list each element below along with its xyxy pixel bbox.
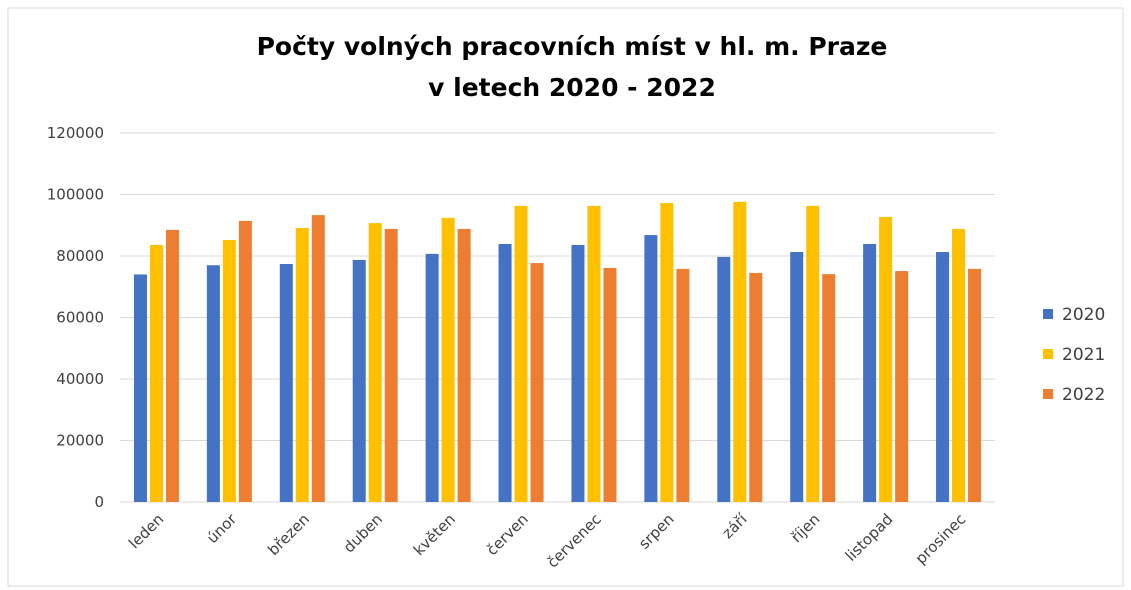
- bar: [749, 272, 763, 502]
- chart-title: v letech 2020 - 2022: [428, 73, 716, 102]
- bar: [238, 220, 252, 502]
- bar: [587, 205, 601, 502]
- bar: [936, 252, 950, 502]
- bar: [165, 229, 179, 503]
- bar: [133, 274, 147, 502]
- y-tick-label: 60000: [56, 309, 104, 327]
- bar: [644, 235, 658, 502]
- bar: [603, 267, 617, 502]
- bar: [790, 252, 804, 502]
- bar: [457, 228, 471, 502]
- bar: [571, 244, 585, 502]
- y-tick-label: 80000: [56, 247, 104, 265]
- bar: [822, 274, 836, 502]
- bar: [952, 228, 966, 502]
- legend-label: 2022: [1062, 385, 1105, 405]
- bar: [514, 205, 528, 502]
- bar: [968, 268, 982, 502]
- chart-title: Počty volných pracovních míst v hl. m. P…: [257, 32, 888, 61]
- bar: [660, 203, 674, 503]
- bar: [222, 240, 236, 502]
- y-tick-label: 120000: [47, 124, 104, 142]
- legend-label: 2021: [1062, 345, 1105, 365]
- y-tick-label: 0: [94, 493, 104, 511]
- bar: [863, 244, 877, 502]
- y-tick-label: 20000: [56, 432, 104, 450]
- legend-swatch: [1043, 389, 1053, 399]
- bar: [425, 253, 439, 502]
- bar: [279, 263, 293, 502]
- legend-swatch: [1043, 309, 1053, 319]
- bar: [733, 201, 747, 502]
- bar: [879, 216, 893, 502]
- y-tick-label: 40000: [56, 370, 104, 388]
- bar: [895, 271, 909, 502]
- bar: [352, 259, 366, 502]
- bar: [717, 256, 731, 502]
- legend-swatch: [1043, 349, 1053, 359]
- bar: [441, 217, 455, 502]
- bar: [149, 244, 163, 502]
- bar: [384, 228, 398, 502]
- bar: [676, 268, 690, 502]
- legend-label: 2020: [1062, 305, 1105, 325]
- bar: [368, 223, 382, 502]
- y-tick-label: 100000: [47, 186, 104, 204]
- bar: [311, 215, 325, 503]
- bar: [806, 205, 820, 502]
- bar: [530, 263, 544, 502]
- bar: [295, 228, 309, 502]
- bar: [206, 265, 220, 502]
- bar: [498, 244, 512, 502]
